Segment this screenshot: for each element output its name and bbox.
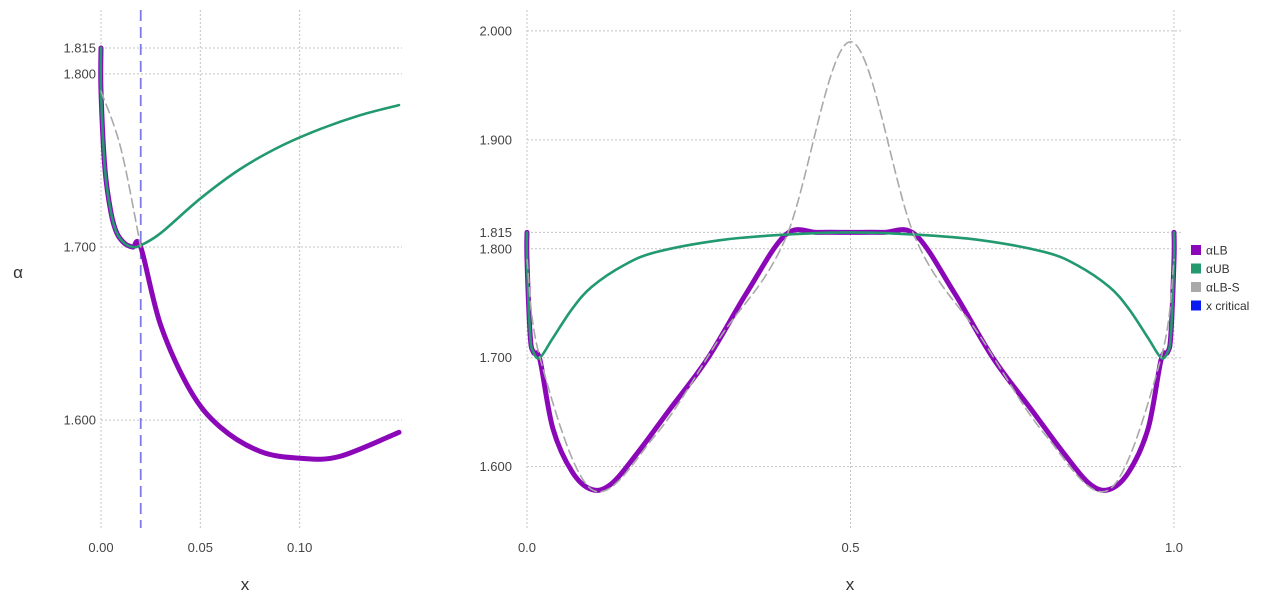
x-tick-label: 0.05 <box>188 540 213 555</box>
legend-label: αLB-S <box>1206 281 1240 295</box>
y-tick-label: 1.600 <box>63 413 96 428</box>
y-tick-label: 1.900 <box>479 132 512 147</box>
legend-swatch <box>1191 282 1201 292</box>
y-tick-label: 1.800 <box>63 66 96 81</box>
x-tick-label: 0.00 <box>88 540 113 555</box>
series-line-alpha-lb <box>98 45 402 462</box>
x-tick-label: 1.0 <box>1165 540 1183 555</box>
y-tick-label: 1.600 <box>479 459 512 474</box>
y-axis-title: α <box>13 263 23 282</box>
x-tick-label: 0.0 <box>518 540 536 555</box>
legend-label: αUB <box>1206 262 1230 276</box>
y-tick-label: 2.000 <box>479 23 512 38</box>
y-tick-label: 1.700 <box>63 240 96 255</box>
x-tick-label: 0.10 <box>287 540 312 555</box>
y-tick-label: 1.815 <box>479 225 512 240</box>
legend-swatch <box>1191 263 1201 274</box>
y-tick-label: 1.800 <box>479 241 512 256</box>
legend-swatch <box>1191 245 1201 255</box>
y-tick-label: 1.700 <box>479 350 512 365</box>
legend-label: αLB <box>1206 244 1228 258</box>
plot-area <box>524 40 1177 493</box>
legend-label: x critical <box>1206 299 1249 313</box>
series-line-alpha-lb-s <box>526 40 1175 493</box>
x-tick-label: 0.5 <box>841 540 859 555</box>
legend-swatch <box>1191 300 1201 311</box>
legend: αLB αUB αLB-S x critical <box>1191 244 1249 313</box>
x-axis-title: x <box>846 575 855 594</box>
plot-area <box>98 10 402 528</box>
y-tick-label: 1.815 <box>63 40 96 55</box>
series-line-alpha-ub <box>99 46 401 249</box>
left-panel: 1.600 1.700 1.800 1.815 0.00 0.05 0.10 x α <box>13 10 402 594</box>
x-axis-title: x <box>241 575 250 594</box>
series-line-alpha-lb-s <box>100 90 142 248</box>
